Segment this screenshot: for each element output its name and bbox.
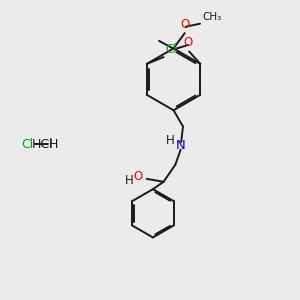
Text: H: H xyxy=(166,134,175,147)
Text: HCl: HCl xyxy=(32,138,53,151)
Text: Cl: Cl xyxy=(165,43,177,56)
Text: H: H xyxy=(125,174,134,187)
Text: N: N xyxy=(176,139,185,152)
Text: H: H xyxy=(49,138,58,151)
Text: O: O xyxy=(183,36,193,49)
Text: CH₃: CH₃ xyxy=(202,12,222,22)
Text: O: O xyxy=(134,170,143,183)
Text: Cl: Cl xyxy=(21,138,33,151)
Text: O: O xyxy=(181,18,190,31)
